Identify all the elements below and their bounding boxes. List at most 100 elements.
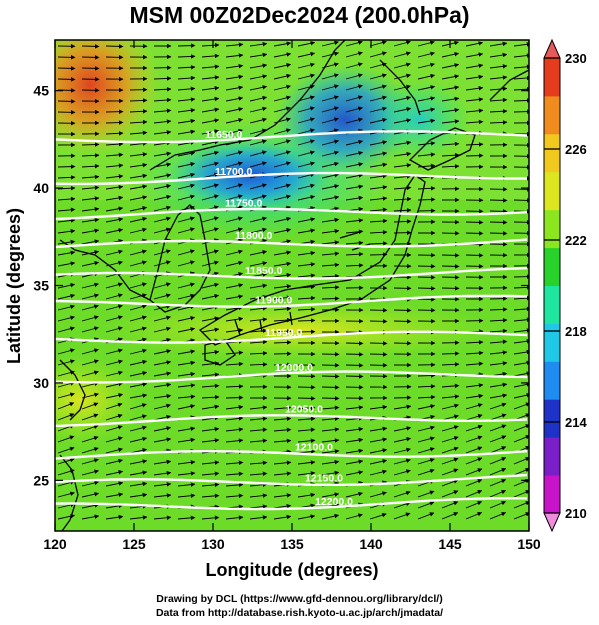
wind-arrow xyxy=(81,413,99,421)
wind-arrow xyxy=(201,227,219,234)
wind-arrow xyxy=(81,491,100,498)
wind-arrow xyxy=(177,404,196,410)
wind-arrow xyxy=(225,283,244,289)
wind-arrow xyxy=(249,482,268,487)
wind-arrow xyxy=(321,84,339,91)
wind-arrow xyxy=(81,348,99,355)
wind-arrow xyxy=(393,151,412,157)
wind-arrow xyxy=(441,425,459,432)
wind-arrow xyxy=(129,515,148,520)
wind-arrow xyxy=(345,470,364,476)
wind-arrow xyxy=(249,438,268,444)
wind-arrow xyxy=(273,460,292,465)
wind-arrow xyxy=(129,173,148,179)
wind-arrow xyxy=(273,340,292,345)
wind-arrow xyxy=(81,153,100,158)
warm-core-northwest xyxy=(55,40,160,155)
wind-arrow xyxy=(393,95,412,102)
wind-arrow xyxy=(201,372,220,377)
wind-arrow xyxy=(273,295,292,300)
wind-arrow xyxy=(321,172,340,179)
wind-arrow xyxy=(321,470,340,476)
wind-arrow xyxy=(273,272,292,278)
wind-arrow xyxy=(57,359,75,366)
wind-arrow xyxy=(153,76,172,81)
wind-arrow xyxy=(105,492,124,498)
contour-label: 12050.0 xyxy=(285,403,323,415)
wind-arrow xyxy=(177,349,196,355)
wind-arrow xyxy=(369,229,388,235)
wind-arrow xyxy=(441,264,460,269)
wind-arrow xyxy=(249,416,268,421)
wind-arrow xyxy=(57,513,76,520)
wind-arrow xyxy=(177,471,196,476)
wind-arrow xyxy=(465,511,483,520)
cool-patch-northeast xyxy=(370,80,470,160)
x-tick-label: 140 xyxy=(359,536,383,552)
wind-arrow xyxy=(465,393,484,399)
contour-label: 12200.0 xyxy=(315,496,353,508)
wind-arrow xyxy=(273,329,292,334)
wind-arrow xyxy=(225,260,244,267)
wind-arrow xyxy=(81,293,99,300)
wind-arrow xyxy=(81,142,100,147)
wind-arrow xyxy=(417,152,436,157)
wind-arrow xyxy=(489,446,507,454)
wind-arrow xyxy=(81,44,100,49)
wind-arrow xyxy=(417,286,436,291)
y-tick-label: 40 xyxy=(33,180,49,196)
wind-arrow xyxy=(489,361,508,366)
wind-arrow xyxy=(345,62,363,69)
wind-arrow xyxy=(465,350,484,356)
wind-arrow xyxy=(177,151,196,157)
wind-arrow xyxy=(273,117,291,124)
wind-arrow xyxy=(129,470,148,476)
wind-arrow xyxy=(249,74,268,80)
wind-arrow xyxy=(321,438,340,443)
wind-arrow xyxy=(465,74,484,80)
wind-arrow xyxy=(177,54,196,59)
wind-arrow xyxy=(297,183,315,190)
wind-arrow xyxy=(57,196,76,202)
wind-arrow xyxy=(297,460,316,465)
wind-arrow xyxy=(273,503,292,509)
wind-arrow xyxy=(201,150,219,157)
wind-arrow xyxy=(81,55,100,60)
wind-arrow xyxy=(153,260,171,267)
wind-arrow xyxy=(441,446,459,454)
wind-arrow xyxy=(441,164,460,169)
wind-arrow xyxy=(105,370,123,377)
wind-arrow xyxy=(249,250,268,256)
colorbar-tick-label: 226 xyxy=(565,142,587,157)
contour-line xyxy=(55,473,528,486)
wind-arrow xyxy=(393,436,412,443)
wind-arrow xyxy=(273,73,292,80)
colorbar-segment xyxy=(544,323,560,362)
wind-arrow xyxy=(225,361,244,367)
wind-arrow xyxy=(105,249,123,256)
wind-arrow xyxy=(153,173,172,179)
wind-arrow xyxy=(273,139,291,146)
colorbar-segment xyxy=(544,399,560,438)
wind-arrow xyxy=(513,306,529,312)
wind-arrow xyxy=(417,425,435,432)
wind-arrow xyxy=(345,73,363,80)
wind-arrow xyxy=(369,491,387,498)
contour-line xyxy=(55,497,528,511)
wind-arrow xyxy=(465,153,484,158)
wind-arrow xyxy=(177,194,195,201)
wind-arrow xyxy=(297,514,316,520)
wind-arrow xyxy=(225,460,244,466)
wind-arrow xyxy=(129,304,147,311)
wind-arrow xyxy=(513,435,529,443)
wind-arrow xyxy=(201,460,220,465)
contour-line xyxy=(55,238,528,249)
wind-arrow xyxy=(393,395,412,400)
wind-arrow xyxy=(345,352,364,357)
wind-arrow xyxy=(81,207,100,212)
wind-arrow xyxy=(465,86,484,91)
wind-arrow xyxy=(105,174,124,179)
wind-arrow xyxy=(153,119,172,124)
wind-arrow xyxy=(513,42,529,47)
